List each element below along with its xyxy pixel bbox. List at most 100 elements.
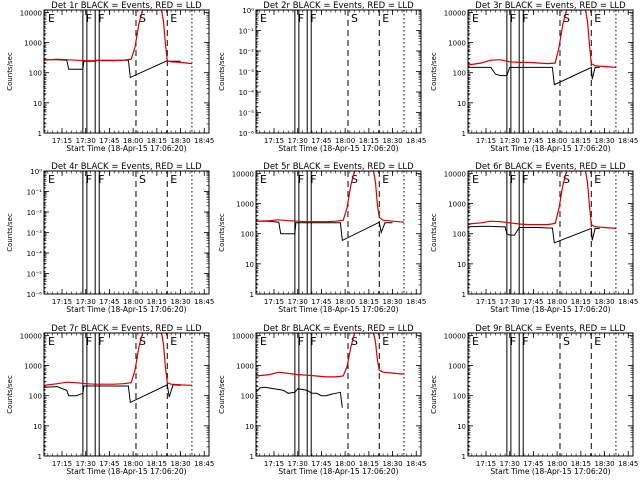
x-tick-label: 18:30 (382, 137, 402, 145)
lld-series-line (468, 171, 616, 229)
y-tick-label: 1000 (236, 201, 254, 209)
x-tick-label: 17:45 (523, 137, 543, 145)
y-tick-label: 1 (462, 291, 466, 299)
y-tick-label: 1 (462, 453, 466, 461)
x-tick-label: 17:15 (476, 298, 496, 306)
marker-label: E (472, 173, 479, 186)
detector-panel: Det 8r BLACK = Events, RED = LLD 1 10 100 10… (218, 324, 426, 476)
y-tick-label: 1 (38, 453, 42, 461)
marker-label: E (170, 173, 177, 186)
marker-label: E (594, 12, 601, 25)
x-tick-label: 18:00 (547, 460, 567, 468)
y-axis-label: Counts/sec (218, 213, 226, 252)
y-tick-label: 10 (245, 423, 254, 431)
x-tick-label: 17:45 (311, 298, 331, 306)
x-tick-label: 18:15 (147, 137, 167, 145)
x-axis-label: Start Time (18-Apr-15 17:06:20) (490, 144, 610, 153)
y-tick-label: 1 (38, 130, 42, 138)
plot-title: Det 3r BLACK = Events, RED = LLD (475, 1, 626, 11)
marker-label: S (139, 12, 146, 25)
y-tick-label: 10⁻² (27, 209, 43, 217)
marker-label: E (48, 173, 55, 186)
y-tick-label: 10⁻¹ (239, 28, 255, 36)
x-tick-label: 17:15 (476, 460, 496, 468)
marker-label: S (563, 12, 570, 25)
plot-frame (467, 170, 634, 295)
y-tick-label: 100 (453, 231, 466, 239)
marker-label: S (563, 173, 570, 186)
lld-series-line (256, 171, 404, 223)
x-tick-label: 18:30 (594, 460, 614, 468)
detector-panel: Det 9r BLACK = Events, RED = LLD 1 10 100 10… (430, 324, 638, 476)
x-tick-label: 18:00 (123, 137, 143, 145)
x-axis-label: Start Time (18-Apr-15 17:06:20) (66, 144, 186, 153)
marker-label: F (510, 12, 516, 25)
events-series-line (468, 66, 600, 86)
y-tick-label: 10000 (232, 170, 254, 178)
marker-label: E (170, 335, 177, 348)
y-tick-label: 100 (29, 393, 42, 401)
x-tick-label: 18:45 (194, 298, 214, 306)
x-tick-label: 18:30 (594, 137, 614, 145)
x-tick-label: 18:45 (406, 137, 426, 145)
marker-label: F (310, 173, 316, 186)
x-tick-label: 17:15 (264, 137, 284, 145)
x-tick-label: 18:15 (147, 460, 167, 468)
marker-label: F (522, 12, 528, 25)
marker-label: F (522, 173, 528, 186)
marker-label: E (382, 173, 389, 186)
x-tick-label: 18:15 (571, 137, 591, 145)
y-tick-label: 10⁻⁶ (239, 130, 255, 138)
marker-label: F (86, 12, 92, 25)
x-tick-label: 17:30 (76, 298, 96, 306)
lld-series-line (44, 10, 192, 65)
lld-series-line (256, 333, 404, 378)
x-axis-label: Start Time (18-Apr-15 17:06:20) (278, 144, 398, 153)
x-tick-label: 17:15 (264, 460, 284, 468)
x-tick-label: 17:15 (476, 137, 496, 145)
y-tick-label: 100 (29, 70, 42, 78)
x-axis-label: Start Time (18-Apr-15 17:06:20) (490, 305, 610, 314)
y-tick-label: 10⁻⁶ (27, 291, 43, 299)
x-tick-label: 18:00 (335, 137, 355, 145)
marker-label: E (472, 12, 479, 25)
x-axis-label: Start Time (18-Apr-15 17:06:20) (278, 467, 398, 476)
y-tick-label: 1000 (448, 201, 466, 209)
marker-label: E (594, 335, 601, 348)
x-tick-label: 18:30 (594, 298, 614, 306)
x-tick-label: 17:30 (500, 460, 520, 468)
y-axis-label: Counts/sec (430, 213, 438, 252)
detector-panel: Det 5r BLACK = Events, RED = LLD 1 10 100 10… (218, 162, 426, 314)
x-tick-label: 17:30 (76, 137, 96, 145)
plot-title: Det 4r BLACK = Events, RED = LLD (51, 162, 202, 172)
marker-label: E (382, 335, 389, 348)
x-tick-label: 18:15 (359, 137, 379, 145)
marker-label: F (522, 335, 528, 348)
marker-label: F (310, 12, 316, 25)
x-tick-label: 17:30 (76, 460, 96, 468)
marker-label: E (170, 12, 177, 25)
y-tick-label: 10⁻⁵ (27, 271, 43, 279)
marker-label: F (98, 12, 104, 25)
x-tick-label: 18:30 (170, 460, 190, 468)
marker-label: F (510, 173, 516, 186)
y-tick-label: 1000 (236, 363, 254, 371)
y-tick-label: 10⁰ (30, 168, 42, 176)
x-tick-label: 17:15 (264, 298, 284, 306)
plot-title: Det 7r BLACK = Events, RED = LLD (51, 324, 202, 334)
x-tick-label: 18:45 (618, 298, 638, 306)
plot-frame (255, 170, 422, 295)
y-tick-label: 100 (241, 231, 254, 239)
y-tick-label: 10 (245, 261, 254, 269)
y-tick-label: 10 (457, 261, 466, 269)
marker-label: F (86, 173, 92, 186)
marker-label: S (563, 335, 570, 348)
plot-title: Det 6r BLACK = Events, RED = LLD (475, 162, 626, 172)
marker-label: F (310, 335, 316, 348)
x-tick-label: 18:45 (194, 460, 214, 468)
y-tick-label: 1 (250, 291, 254, 299)
plot-frame (43, 9, 210, 134)
x-tick-label: 17:30 (288, 137, 308, 145)
x-tick-label: 18:15 (359, 298, 379, 306)
